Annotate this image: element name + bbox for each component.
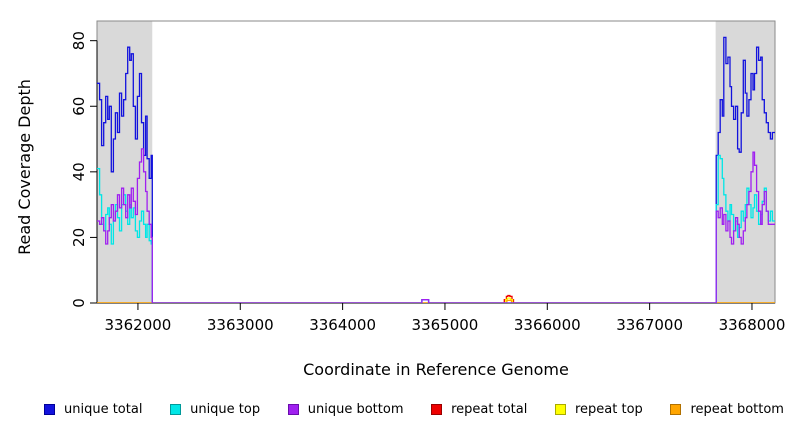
- repeat-total-swatch-icon: [431, 403, 443, 415]
- unique-total-swatch-icon: [44, 403, 55, 415]
- legend-item-unique-top: unique top: [170, 402, 260, 417]
- legend-item-unique-bottom: unique bottom: [287, 401, 404, 417]
- y-tick-label: 80: [70, 31, 88, 50]
- x-tick-label: 3368000: [719, 316, 786, 334]
- legend-label: unique bottom: [307, 401, 404, 417]
- series-unique-top: [97, 154, 775, 303]
- y-tick-label: 20: [70, 228, 88, 247]
- legend-label: repeat total: [451, 401, 528, 417]
- repeat-top-swatch-icon: [555, 403, 566, 415]
- x-tick-label: 3363000: [207, 316, 274, 334]
- y-tick-label: 60: [70, 97, 88, 116]
- unique-bottom-swatch-icon: [287, 403, 299, 415]
- plot-frame: [96, 20, 776, 304]
- y-tick-label: 0: [70, 298, 88, 308]
- coverage-plot: 3362000 3363000 3364000 3365000 3366000 33670…: [15, 20, 786, 379]
- legend-item-unique-total: unique total: [44, 402, 142, 417]
- x-tick-label: 3366000: [514, 316, 581, 334]
- x-axis-title: Coordinate in Reference Genome: [303, 360, 569, 379]
- series-repeat-total: [97, 294, 775, 303]
- y-axis-title: Read Coverage Depth: [15, 79, 34, 255]
- legend-item-repeat-total: repeat total: [431, 402, 527, 417]
- series-repeat-top: [97, 297, 775, 303]
- y-tick-label: 40: [70, 162, 88, 181]
- x-tick-label: 3364000: [309, 316, 376, 334]
- legend-label: repeat top: [575, 401, 643, 417]
- x-tick-label: 3362000: [105, 316, 172, 334]
- x-tick-label: 3367000: [616, 316, 683, 334]
- legend-item-repeat-bottom: repeat bottom: [670, 402, 784, 417]
- x-tick-label: 3365000: [412, 316, 479, 334]
- legend-label: unique total: [64, 401, 143, 417]
- unique-top-swatch-icon: [170, 403, 182, 415]
- legend: unique total unique top unique bottom re…: [44, 399, 784, 419]
- repeat-bottom-swatch-icon: [670, 403, 682, 415]
- legend-label: repeat bottom: [690, 401, 784, 417]
- legend-label: unique top: [190, 401, 261, 417]
- series-unique-bottom: [97, 148, 775, 303]
- legend-item-repeat-top: repeat top: [555, 402, 643, 417]
- series-unique-total: [97, 36, 775, 303]
